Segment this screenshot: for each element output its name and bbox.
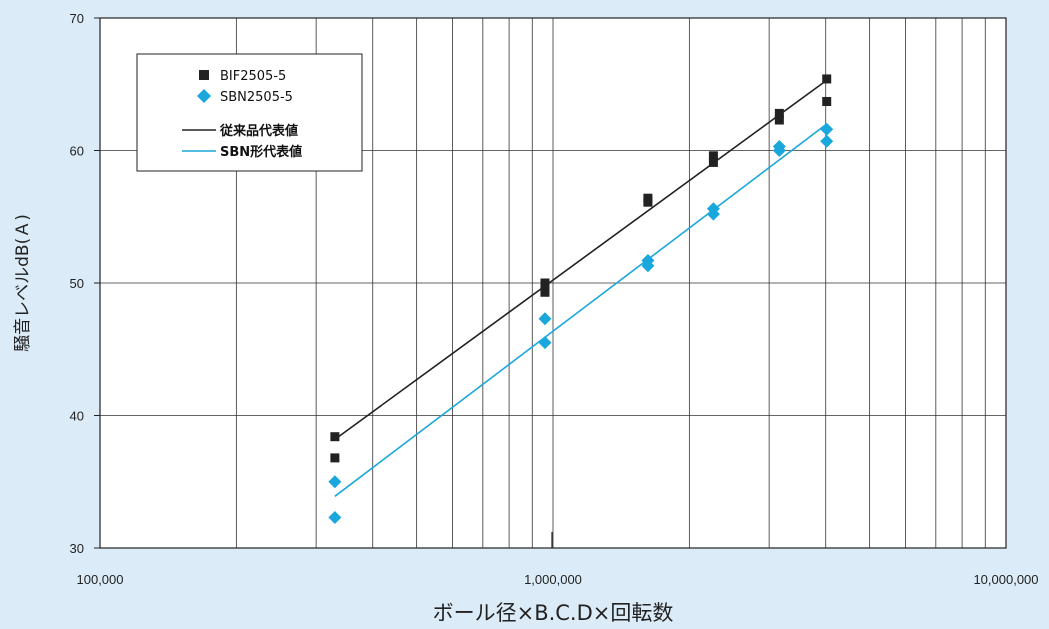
y-tick-label: 30 — [70, 541, 84, 556]
legend-marker-diamond — [197, 89, 211, 103]
data-point-diamond — [641, 259, 655, 273]
trend-line — [334, 123, 828, 497]
data-point-diamond — [820, 134, 834, 148]
data-point-square — [330, 432, 340, 442]
data-point-square — [822, 74, 832, 84]
data-point-square — [643, 197, 653, 207]
legend: BIF2505-5 SBN2505-5 従来品代表値 SBN形代表値 — [136, 53, 363, 172]
data-point-square — [330, 453, 340, 463]
data-point-square — [822, 96, 832, 106]
data-point-square — [708, 151, 718, 161]
trend-line — [334, 79, 828, 440]
y-tick-label: 40 — [70, 409, 84, 424]
x-axis-label: ボール径×B.C.D×回転数 — [433, 601, 674, 625]
trend-lines — [334, 79, 828, 497]
data-point-diamond — [328, 475, 342, 489]
legend-label-conventional: 従来品代表値 — [219, 123, 298, 139]
x-axis-ticks: 100,000 1,000,000 10,000,000 — [77, 532, 1039, 587]
legend-label-sbn-representative: SBN形代表値 — [220, 144, 302, 160]
y-tick-label: 70 — [70, 11, 84, 26]
data-point-diamond — [820, 122, 834, 136]
data-point-square — [708, 157, 718, 167]
y-tick-label: 50 — [70, 276, 84, 291]
y-axis-ticks: 30 40 50 60 70 — [70, 11, 100, 556]
data-point-square — [540, 287, 550, 297]
y-axis-label: 騒音レベルdB(Ａ) — [13, 214, 33, 352]
legend-label-sbn: SBN2505-5 — [220, 90, 293, 105]
legend-label-bif: BIF2505-5 — [220, 69, 286, 84]
x-tick-label: 100,000 — [77, 572, 124, 587]
data-point-diamond — [772, 144, 786, 157]
data-point-diamond — [538, 312, 552, 326]
data-point-diamond — [706, 207, 720, 221]
data-point-diamond — [538, 336, 552, 350]
y-tick-label: 60 — [70, 144, 84, 159]
data-point-square — [774, 115, 784, 125]
data-points — [328, 74, 834, 525]
data-point-square — [774, 108, 784, 118]
legend-box — [136, 53, 363, 172]
grid — [100, 18, 1006, 548]
data-point-diamond — [328, 511, 342, 525]
legend-marker-square — [199, 70, 209, 80]
data-point-square — [540, 278, 550, 288]
x-tick-label: 1,000,000 — [524, 572, 582, 587]
x-tick-label: 10,000,000 — [973, 572, 1038, 587]
